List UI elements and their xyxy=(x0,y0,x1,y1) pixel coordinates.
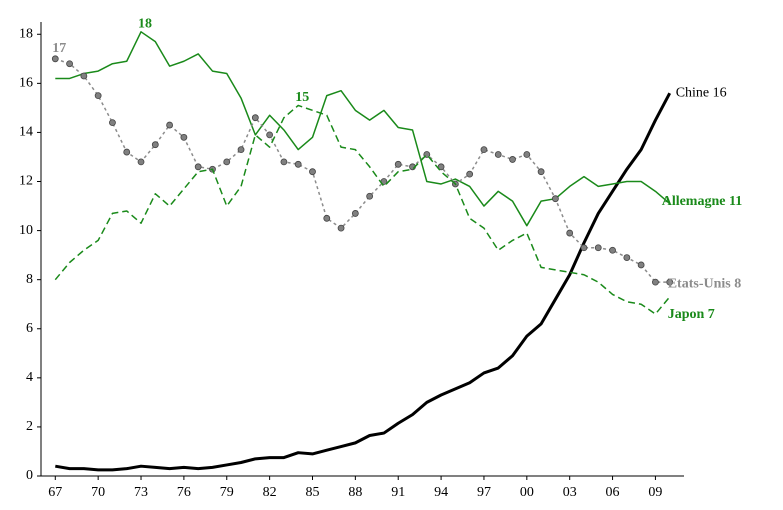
series-marker xyxy=(494,151,502,158)
x-tick-label: 00 xyxy=(520,485,534,500)
x-tick-label: 67 xyxy=(48,485,62,500)
series-marker xyxy=(637,261,645,269)
x-tick-label: 85 xyxy=(305,485,319,500)
x-tick-label: 73 xyxy=(134,485,148,500)
series-marker xyxy=(80,72,88,80)
series-label: Chine 16 xyxy=(676,85,727,100)
series-marker xyxy=(109,119,116,127)
series-marker xyxy=(480,146,488,154)
series-line xyxy=(54,104,671,315)
y-tick-label: 4 xyxy=(26,370,33,385)
series-marker xyxy=(137,158,145,166)
x-tick-label: 97 xyxy=(477,485,491,500)
y-tick-label: 16 xyxy=(19,76,33,91)
series-marker xyxy=(351,210,359,217)
series-marker xyxy=(223,158,231,166)
series-marker xyxy=(123,148,131,156)
annotation: 17 xyxy=(52,41,66,56)
series-marker xyxy=(294,160,302,168)
x-tick-label: 82 xyxy=(263,485,277,500)
series-marker xyxy=(652,278,659,286)
x-tick-label: 70 xyxy=(91,485,105,500)
series-marker xyxy=(51,55,59,63)
y-tick-label: 12 xyxy=(19,174,33,189)
series-marker xyxy=(266,131,274,139)
x-tick-label: 88 xyxy=(348,485,362,500)
series-label: Etats-Unis 8 xyxy=(668,276,742,291)
series-marker xyxy=(151,141,159,149)
series-marker xyxy=(509,156,516,163)
series-marker xyxy=(251,114,259,122)
series-label: Allemagne 11 xyxy=(662,194,743,209)
series-marker xyxy=(366,192,374,200)
series-marker xyxy=(666,278,674,286)
series-marker xyxy=(580,244,588,252)
series-marker xyxy=(623,254,631,261)
series-marker xyxy=(523,151,531,158)
x-tick-label: 79 xyxy=(220,485,234,500)
x-tick-label: 94 xyxy=(434,485,448,500)
series-marker xyxy=(537,168,545,176)
series-marker xyxy=(194,163,202,171)
annotation: 18 xyxy=(138,16,152,31)
series-line xyxy=(55,58,670,283)
y-tick-label: 14 xyxy=(19,125,33,140)
x-tick-label: 91 xyxy=(391,485,405,500)
series-line xyxy=(55,31,671,227)
series-marker xyxy=(337,224,345,232)
series-marker xyxy=(237,146,245,154)
series-line xyxy=(55,92,672,472)
series-marker xyxy=(394,160,402,168)
series-marker xyxy=(594,244,602,252)
y-tick-label: 0 xyxy=(26,468,33,483)
y-tick-label: 8 xyxy=(26,272,33,287)
series-marker xyxy=(66,60,73,68)
series-label: Japon 7 xyxy=(668,307,715,322)
y-tick-label: 18 xyxy=(19,26,33,41)
series-marker xyxy=(466,170,474,178)
x-tick-label: 76 xyxy=(177,485,191,500)
series-marker xyxy=(566,229,574,237)
series-marker xyxy=(552,195,559,203)
x-tick-label: 03 xyxy=(563,485,577,500)
series-marker xyxy=(180,133,188,141)
series-marker xyxy=(309,168,316,176)
annotation: 15 xyxy=(295,90,309,105)
x-tick-label: 06 xyxy=(606,485,620,500)
series-marker xyxy=(166,121,174,129)
series-marker xyxy=(280,158,288,166)
x-tick-label: 09 xyxy=(648,485,662,500)
series-marker xyxy=(609,246,616,254)
y-tick-label: 2 xyxy=(26,419,33,434)
y-tick-label: 10 xyxy=(19,223,33,238)
y-tick-label: 6 xyxy=(26,321,33,336)
series-marker xyxy=(323,214,331,222)
series-marker xyxy=(437,163,445,171)
series-marker xyxy=(94,92,102,100)
